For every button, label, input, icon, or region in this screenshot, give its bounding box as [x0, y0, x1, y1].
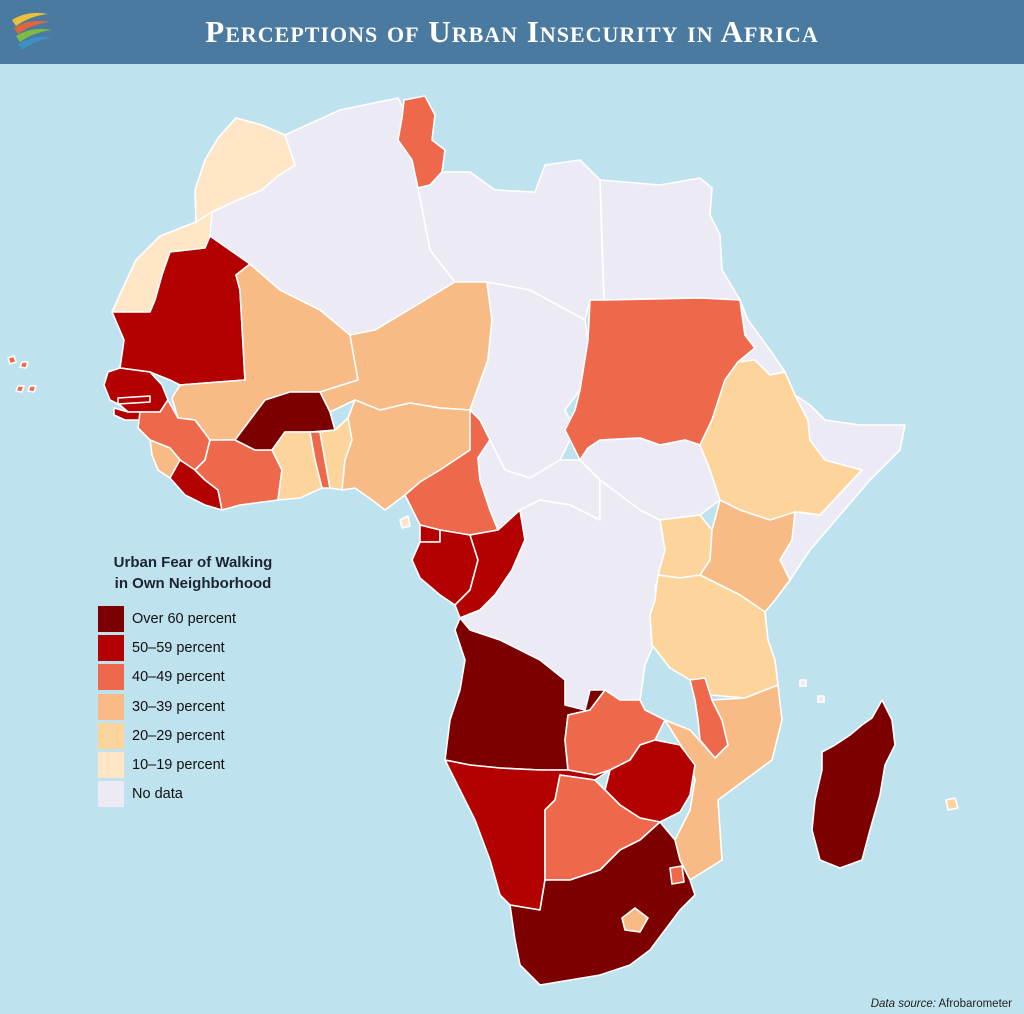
- legend-label: 40–49 percent: [132, 669, 225, 686]
- legend-title-line2: in Own Neighborhood: [114, 575, 272, 592]
- legend-item: No data: [98, 780, 318, 809]
- legend-label: 10–19 percent: [132, 757, 225, 774]
- legend-swatch: [98, 634, 124, 661]
- legend-swatch: [98, 722, 124, 749]
- legend-item: 10–19 percent: [98, 750, 318, 779]
- legend-item: 30–39 percent: [98, 692, 318, 721]
- africa-map: [7, 95, 959, 986]
- legend-item: 40–49 percent: [98, 663, 318, 692]
- region-lesotho: [621, 907, 649, 933]
- legend-label: Over 60 percent: [132, 610, 236, 627]
- region-egypt: [599, 177, 741, 301]
- map-legend: Urban Fear of Walking in Own Neighborhoo…: [98, 552, 318, 809]
- legend-title: Urban Fear of Walking in Own Neighborhoo…: [98, 552, 288, 594]
- legend-item: 20–29 percent: [98, 721, 318, 750]
- legend-label: 50–59 percent: [132, 639, 225, 656]
- legend-title-line1: Urban Fear of Walking: [113, 554, 273, 571]
- page-title: Perceptions of Urban Insecurity in Afric…: [205, 14, 819, 49]
- region-south-africa: [509, 821, 696, 986]
- legend-item: Over 60 percent: [98, 604, 318, 633]
- legend-swatch: [98, 693, 124, 720]
- legend-swatch: [98, 664, 124, 691]
- header-bar: Perceptions of Urban Insecurity in Afric…: [0, 0, 1024, 64]
- source-prefix: Data source:: [870, 998, 936, 1010]
- legend-swatch: [98, 781, 124, 808]
- region-mauritius: [945, 797, 959, 811]
- region-cabo-verde: [7, 355, 37, 393]
- legend-label: 20–29 percent: [132, 727, 225, 744]
- region-madagascar: [811, 699, 896, 869]
- logo-icon: [12, 12, 52, 50]
- legend-swatch: [98, 752, 124, 779]
- legend-item: 50–59 percent: [98, 633, 318, 662]
- data-source: Data source: Afrobarometer: [871, 998, 1012, 1010]
- region-sao-tome: [399, 515, 411, 529]
- region-burkina-faso: [234, 391, 336, 451]
- legend-label: No data: [132, 786, 183, 803]
- legend-label: 30–39 percent: [132, 698, 225, 715]
- source-name: Afrobarometer: [938, 998, 1012, 1010]
- region-eswatini: [669, 865, 685, 885]
- region-gambia: [117, 395, 151, 405]
- region-comoros: [799, 679, 825, 703]
- legend-swatch: [98, 605, 124, 632]
